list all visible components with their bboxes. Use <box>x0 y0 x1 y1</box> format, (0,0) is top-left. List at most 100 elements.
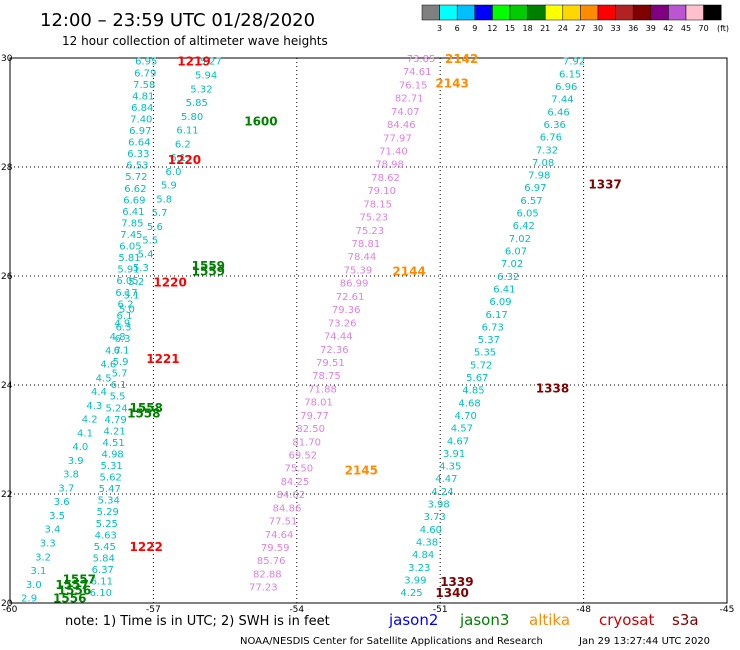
wave-height-value: 74.61 <box>403 67 432 78</box>
footer-note: note: 1) Time is in UTC; 2) SWH is in fe… <box>65 614 330 629</box>
colorbar-label: 24 <box>558 24 568 33</box>
wave-height-value: 79.10 <box>367 186 396 197</box>
pass-time-label: 1558 <box>130 401 163 415</box>
wave-height-value: 79.77 <box>300 411 329 422</box>
wave-height-value: 6.05 <box>116 276 138 287</box>
pass-time-label: 1600 <box>244 115 277 129</box>
wave-height-value: 4.47 <box>435 474 457 485</box>
wave-height-value: 71.40 <box>379 147 408 158</box>
wave-height-value: 5.91 <box>117 265 139 276</box>
wave-height-value: 6.07 <box>505 247 527 258</box>
colorbar-swatch <box>527 4 546 21</box>
pass-time-label: 1220 <box>168 153 201 167</box>
colorbar-swatch <box>668 4 687 21</box>
colorbar-label: 6 <box>455 24 460 33</box>
wave-height-value: 4.67 <box>447 436 469 447</box>
wave-height-value: 4.63 <box>95 530 117 541</box>
colorbar-swatch <box>615 4 634 21</box>
pass-time-label: 1340 <box>435 586 468 600</box>
wave-height-value: 7.44 <box>551 95 573 106</box>
wave-height-value: 4.38 <box>416 537 438 548</box>
satellite-legend: jason2 jason3 altika cryosat s3a <box>388 611 699 629</box>
wave-height-value: 5.47 <box>99 484 121 495</box>
pass-time-label: 1337 <box>588 177 621 191</box>
wave-height-value: 4.25 <box>400 588 422 599</box>
wave-height-value: 72.61 <box>336 292 365 303</box>
wave-height-value: 6.95 <box>135 57 157 68</box>
wave-height-value: 78.62 <box>371 173 400 184</box>
wave-height-value: 6.05 <box>119 242 141 253</box>
wave-height-value: 6.3 <box>115 334 131 345</box>
wave-height-value: 74.07 <box>391 107 420 118</box>
wave-height-value: 6.96 <box>555 82 577 93</box>
wave-height-value: 6.97 <box>129 126 151 137</box>
colorbar-swatch <box>474 4 493 21</box>
pass-time-label: 2144 <box>392 265 425 279</box>
wave-height-value: 82.71 <box>395 94 424 105</box>
chart-title: 12:00 – 23:59 UTC 01/28/2020 <box>40 10 315 31</box>
wave-height-value: 6.57 <box>520 196 542 207</box>
wave-height-value: 79.36 <box>332 305 361 316</box>
wave-height-value: 84.46 <box>387 120 416 131</box>
pass-time-label: 1220 <box>153 275 186 289</box>
colorbar-swatch <box>439 4 458 21</box>
colorbar-label: 33 <box>611 24 621 33</box>
satellite-label-jason2: jason2 <box>388 611 438 629</box>
wave-height-value: 5.62 <box>100 473 122 484</box>
y-tick-label: 20 <box>1 599 13 609</box>
colorbar-swatch <box>509 4 528 21</box>
wave-height-value: 72.36 <box>320 345 349 356</box>
wave-height-value: 4.24 <box>431 487 453 498</box>
satellite-label-cryosat: cryosat <box>599 611 654 629</box>
wave-height-value: 82.88 <box>253 569 282 580</box>
wave-height-value: 5.29 <box>97 507 119 518</box>
wave-height-value: 6.69 <box>123 195 145 206</box>
wave-height-value: 4.8 <box>110 332 126 343</box>
wave-height-value: 6.79 <box>134 68 156 79</box>
wave-height-value: 7.92 <box>563 57 585 68</box>
wave-height-value: 4.57 <box>451 424 473 435</box>
wave-height-value: 6.36 <box>544 120 566 131</box>
wave-height-value: 5.80 <box>181 112 203 123</box>
wave-height-value: 4.21 <box>104 426 126 437</box>
x-tick-label: -45 <box>720 605 735 615</box>
wave-height-value: 5.27 <box>200 57 222 68</box>
wave-height-value: 6.1 <box>111 380 127 391</box>
wave-height-value: 78.15 <box>363 199 392 210</box>
pass-time-label: 1221 <box>146 352 179 366</box>
pass-time-label: 1339 <box>440 575 473 589</box>
wave-height-value: 4.51 <box>103 438 125 449</box>
wave-height-value: 5.37 <box>478 335 500 346</box>
wave-height-value: 5.5 <box>110 392 126 403</box>
wave-height-value: 7.85 <box>121 218 143 229</box>
wave-height-value: 75.23 <box>355 226 384 237</box>
wave-height-value: 5.67 <box>466 373 488 384</box>
wave-height-value: 78.98 <box>375 160 404 171</box>
wave-height-value: 7.40 <box>130 114 152 125</box>
wave-height-value: 5.81 <box>118 253 140 264</box>
wave-height-value: 6.32 <box>497 272 519 283</box>
wave-height-value: 79.59 <box>261 543 290 554</box>
wave-height-value: 3.1 <box>30 566 46 577</box>
wave-height-value: 6.15 <box>559 69 581 80</box>
wave-height-value: 3.0 <box>26 580 42 591</box>
wave-height-value: 5.0 <box>119 304 135 315</box>
colorbar-swatch <box>456 4 476 21</box>
colorbar-label: 3 <box>437 24 442 33</box>
wave-height-value: 5.45 <box>94 542 116 553</box>
wave-height-value: 5.84 <box>93 553 115 564</box>
wave-height-value: 4.79 <box>104 415 126 426</box>
wave-height-value: 71.88 <box>308 384 337 395</box>
colorbar-label: 21 <box>540 24 550 33</box>
wave-height-value: 2.9 <box>21 594 37 605</box>
wave-height-value: 5.25 <box>96 519 118 530</box>
wave-height-value: 73.26 <box>328 318 357 329</box>
wave-height-value: 6.05 <box>516 209 538 220</box>
wave-height-value: 4.35 <box>439 462 461 473</box>
wave-height-value: 84.02 <box>277 490 306 501</box>
satellite-label-s3a: s3a <box>672 611 699 629</box>
wave-height-value: 84.25 <box>281 477 310 488</box>
wave-height-value: 6.2 <box>118 299 134 310</box>
wave-height-value: 6.1 <box>170 153 186 164</box>
wave-height-value: 3.6 <box>54 497 70 508</box>
